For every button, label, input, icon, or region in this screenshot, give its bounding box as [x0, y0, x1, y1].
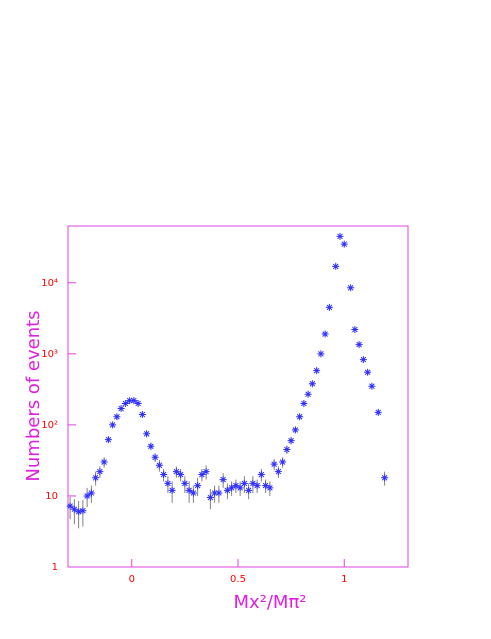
marker: [296, 413, 304, 421]
marker: [359, 356, 367, 364]
marker: [266, 484, 274, 492]
marker: [206, 494, 214, 502]
marker: [87, 489, 95, 497]
marker: [96, 468, 104, 476]
y-tick-label: 10³: [41, 349, 58, 360]
marker: [262, 482, 270, 490]
marker: [134, 400, 142, 408]
marker: [355, 341, 363, 349]
marker: [117, 405, 125, 413]
marker: [279, 458, 287, 466]
marker: [202, 468, 210, 476]
y-tick-label: 10²: [41, 420, 58, 431]
marker: [228, 484, 236, 492]
marker: [381, 474, 389, 482]
marker: [151, 453, 159, 461]
marker: [155, 461, 163, 469]
marker: [270, 460, 278, 468]
marker: [109, 421, 117, 429]
x-axis-title: Mx²/Mπ²: [233, 592, 306, 613]
marker: [100, 458, 108, 466]
marker: [219, 476, 227, 484]
marker: [211, 489, 219, 497]
marker: [189, 489, 197, 497]
y-axis-title: Numbers of events: [23, 310, 44, 481]
marker: [143, 430, 151, 438]
marker: [336, 232, 344, 240]
marker: [325, 303, 333, 311]
marker: [304, 390, 312, 398]
marker: [274, 468, 282, 476]
marker: [75, 508, 83, 516]
marker: [126, 397, 134, 405]
marker: [374, 408, 382, 416]
marker: [300, 400, 308, 408]
marker: [113, 413, 121, 421]
marker: [291, 426, 299, 434]
y-tick-label: 10: [45, 491, 58, 502]
marker: [368, 382, 376, 390]
marker: [92, 474, 100, 482]
plot-frame: [67, 225, 409, 568]
marker: [236, 484, 244, 492]
marker: [164, 479, 172, 487]
marker: [160, 471, 168, 479]
marker: [253, 482, 261, 490]
marker: [185, 486, 193, 494]
x-tick-label: 1: [341, 574, 347, 585]
x-tick-label: 0: [129, 574, 135, 585]
marker: [181, 479, 189, 487]
marker: [364, 368, 372, 376]
marker: [340, 240, 348, 248]
marker: [257, 471, 265, 479]
marker: [283, 446, 291, 454]
marker: [147, 442, 155, 450]
marker: [79, 507, 87, 515]
marker: [240, 479, 248, 487]
marker: [223, 486, 231, 494]
marker: [104, 436, 112, 444]
marker: [130, 397, 138, 405]
marker: [351, 326, 359, 334]
marker: [245, 486, 253, 494]
marker: [347, 284, 355, 292]
marker: [121, 400, 129, 408]
marker: [332, 262, 340, 270]
marker: [287, 437, 295, 445]
marker: [194, 482, 202, 490]
marker: [66, 502, 74, 510]
marker: [321, 330, 329, 338]
marker: [70, 505, 78, 513]
marker: [83, 492, 91, 500]
marker: [177, 471, 185, 479]
marker: [138, 411, 146, 419]
y-tick-label: 1: [52, 562, 58, 573]
marker: [232, 482, 240, 490]
marker: [198, 471, 206, 479]
marker: [215, 489, 223, 497]
marker: [317, 350, 325, 358]
marker: [172, 468, 180, 476]
marker: [313, 367, 321, 375]
marker: [308, 380, 316, 388]
marker: [249, 479, 257, 487]
marker: [168, 486, 176, 494]
x-tick-label: 0.5: [230, 574, 246, 585]
y-tick-label: 10⁴: [41, 278, 58, 289]
